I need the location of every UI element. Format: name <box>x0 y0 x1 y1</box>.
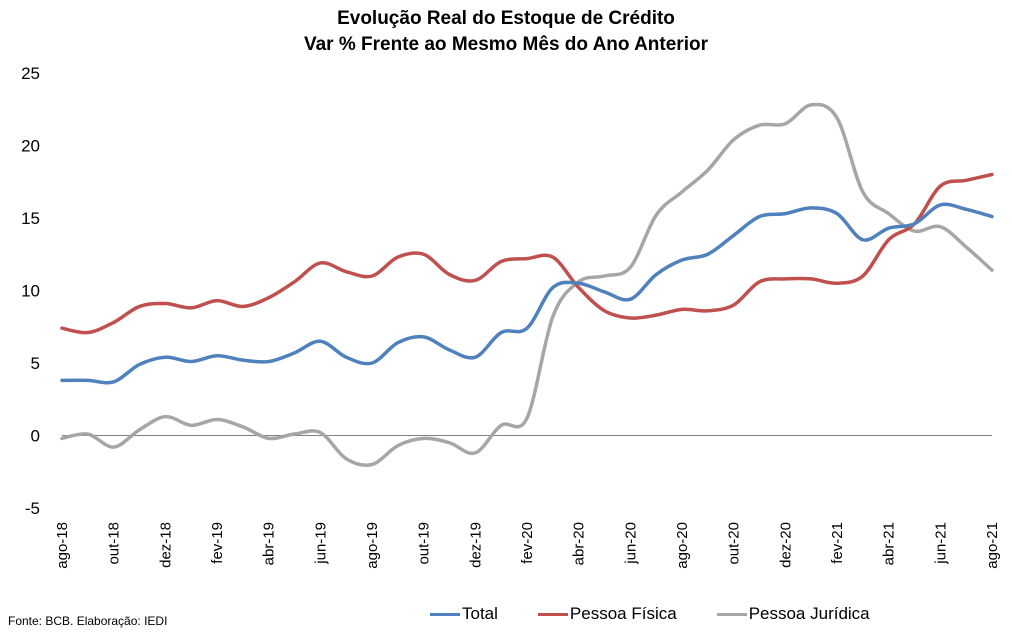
legend-label-total: Total <box>462 604 498 623</box>
x-tick-label: dez-18 <box>157 522 174 568</box>
x-tick-label: ago-19 <box>364 522 381 569</box>
y-tick-label: -5 <box>25 499 40 518</box>
x-tick-label: fev-21 <box>829 522 846 564</box>
chart-title: Evolução Real do Estoque de Crédito <box>337 8 675 29</box>
x-tick-label: abr-20 <box>571 522 588 565</box>
x-tick-label: fev-20 <box>519 522 536 564</box>
chart-subtitle: Var % Frente ao Mesmo Mês do Ano Anterio… <box>303 34 708 55</box>
x-tick-label: dez-19 <box>467 522 484 568</box>
x-tick-label: out-19 <box>416 522 433 565</box>
x-tick-label: jun-19 <box>312 522 329 565</box>
series-line-pessoa-fisica <box>60 172 994 335</box>
chart-title-block: Evolução Real do Estoque de Crédito Var … <box>0 6 1012 58</box>
y-tick-label: 20 <box>21 137 40 156</box>
x-tick-label: out-20 <box>726 522 743 565</box>
y-tick-label: 15 <box>21 209 40 228</box>
x-tick-label: out-18 <box>106 522 123 565</box>
legend-item-pessoa-fisica: Pessoa Física <box>537 604 677 624</box>
x-tick-label: ago-18 <box>54 522 71 569</box>
legend-swatch-pessoa-fisica <box>537 612 568 616</box>
x-tick-label: ago-20 <box>674 522 691 569</box>
legend-label-pessoa-juridica: Pessoa Jurídica <box>748 604 870 623</box>
x-tick-label: fev-19 <box>209 522 226 564</box>
x-tick-label: jun-20 <box>622 522 639 565</box>
y-tick-label: 0 <box>31 427 40 446</box>
x-tick-label: jun-21 <box>932 522 949 565</box>
legend-swatch-pessoa-juridica <box>716 612 747 616</box>
y-tick-label: 25 <box>21 64 40 83</box>
series-line-pessoa-juridica <box>60 102 994 468</box>
x-tick-label: ago-21 <box>984 522 1001 569</box>
y-tick-label: 5 <box>31 354 40 373</box>
legend-swatch-total <box>430 612 460 616</box>
legend-item-total: Total <box>430 604 498 624</box>
legend-item-pessoa-juridica: Pessoa Jurídica <box>716 604 870 624</box>
x-tick-label: dez-20 <box>777 522 794 568</box>
x-tick-label: abr-21 <box>881 522 898 565</box>
y-tick-label: 10 <box>21 282 40 301</box>
legend-label-pessoa-fisica: Pessoa Física <box>569 604 677 623</box>
source-note: Fonte: BCB. Elaboração: IEDI <box>8 614 168 628</box>
x-tick-label: abr-19 <box>261 522 278 565</box>
series-line-total <box>60 202 994 385</box>
legend: Total Pessoa Física Pessoa Jurídica <box>430 604 910 624</box>
